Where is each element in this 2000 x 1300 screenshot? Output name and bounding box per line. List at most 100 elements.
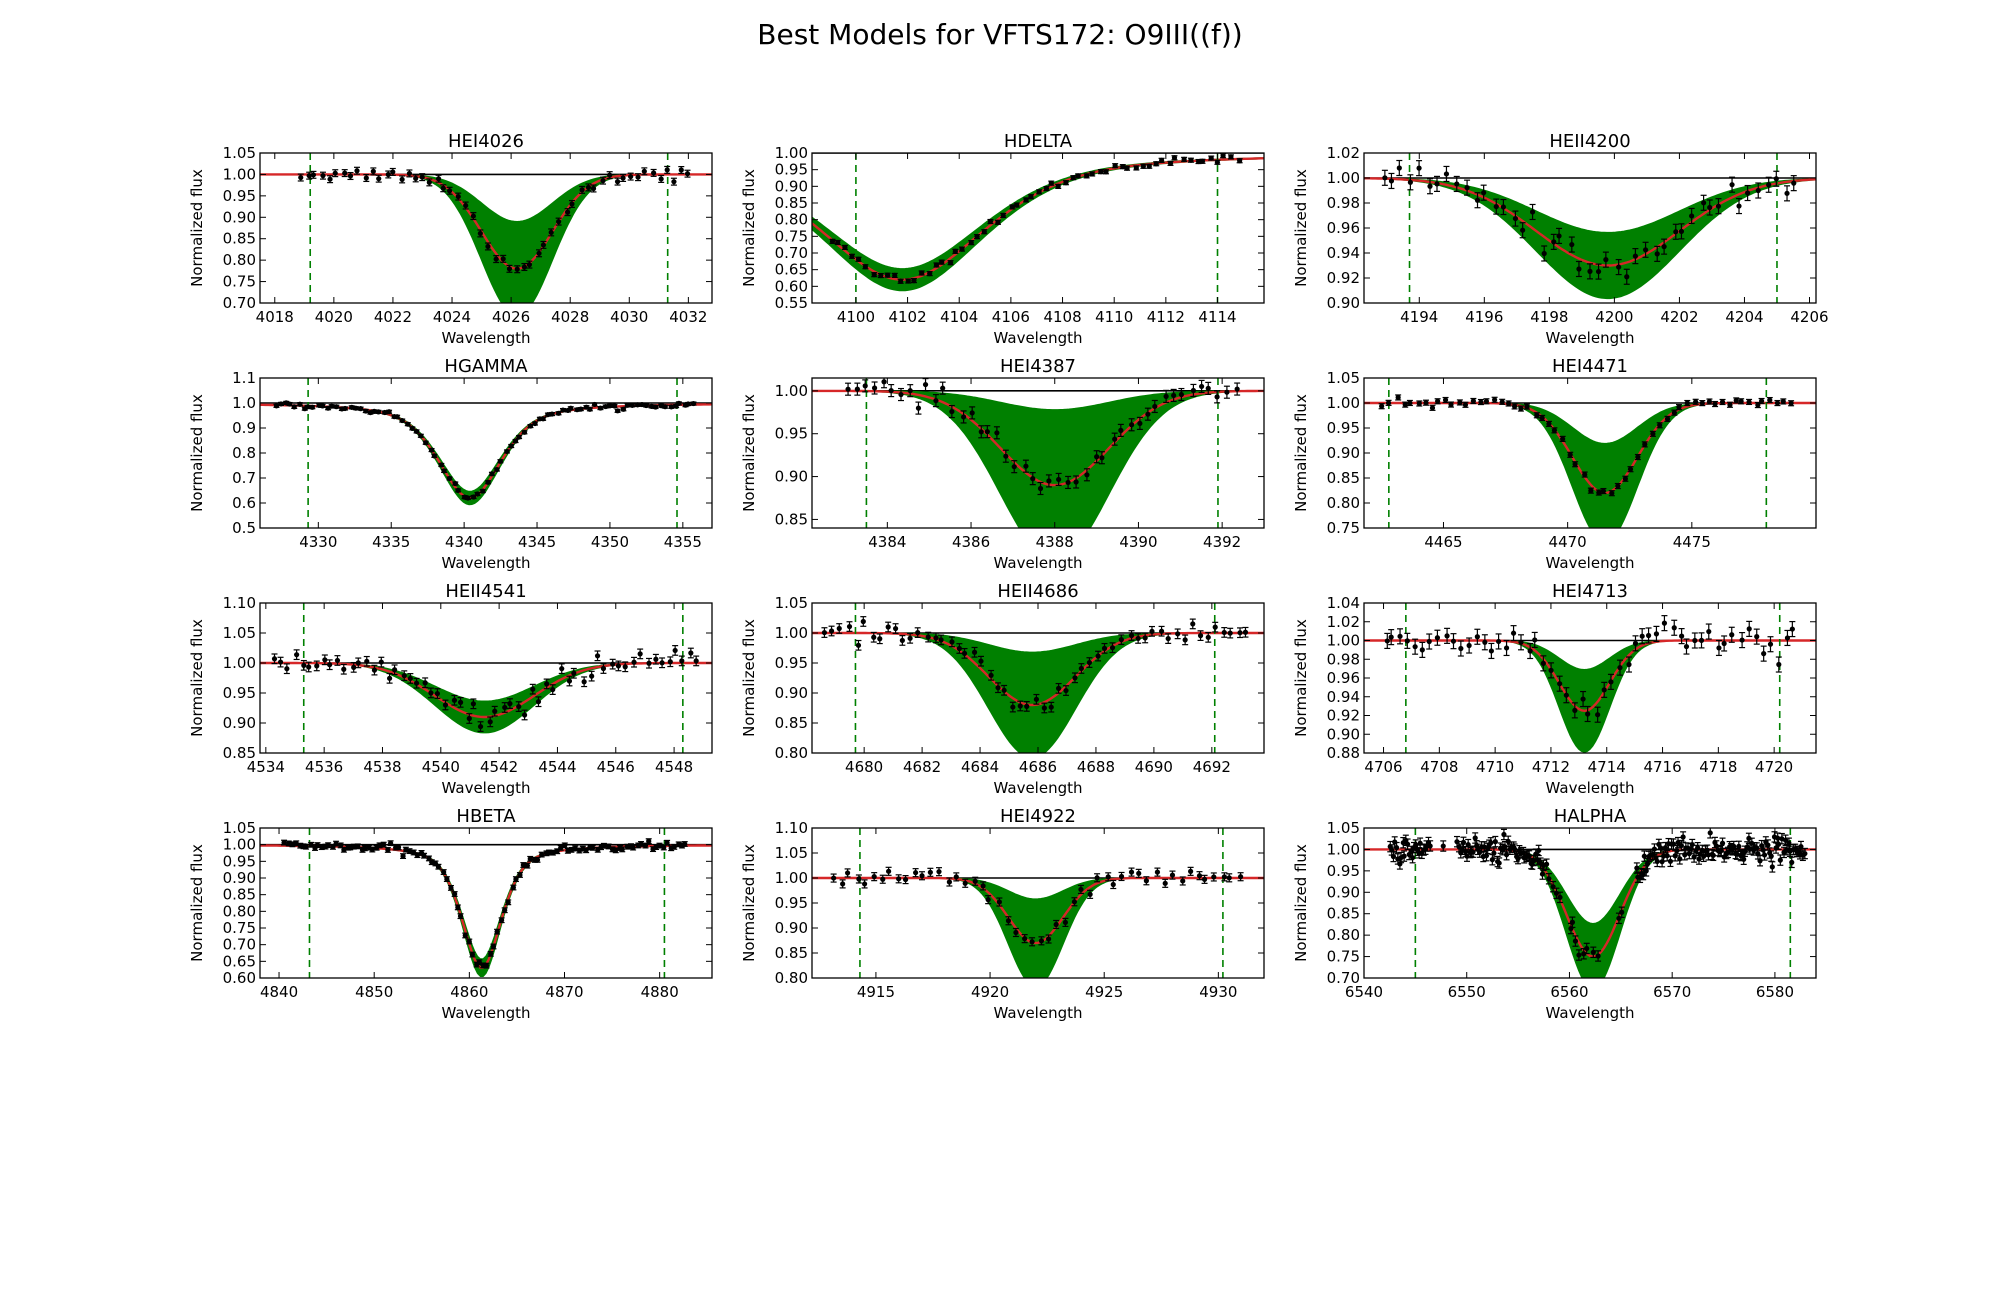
data-point bbox=[1010, 704, 1016, 710]
data-point bbox=[419, 174, 425, 180]
data-point bbox=[325, 842, 331, 848]
data-point bbox=[651, 170, 657, 176]
data-point bbox=[355, 843, 361, 849]
data-point bbox=[1560, 436, 1566, 442]
data-point bbox=[355, 660, 361, 666]
data-point bbox=[532, 420, 538, 427]
data-point bbox=[984, 429, 990, 435]
data-point bbox=[949, 408, 955, 415]
data-point bbox=[1563, 692, 1569, 698]
data-point bbox=[664, 840, 670, 846]
data-point bbox=[1518, 405, 1524, 412]
data-point bbox=[1154, 869, 1161, 875]
data-point bbox=[1746, 399, 1752, 405]
x-tick-label: 4718 bbox=[1699, 758, 1737, 776]
data-point bbox=[1011, 464, 1017, 470]
data-point bbox=[1000, 212, 1006, 219]
data-point bbox=[1727, 402, 1733, 408]
data-point bbox=[885, 624, 891, 630]
data-point bbox=[413, 680, 420, 686]
x-axis-label: Wavelength bbox=[1546, 1004, 1635, 1022]
data-point bbox=[1520, 227, 1526, 233]
y-tick-label: 0.60 bbox=[775, 277, 808, 295]
data-point bbox=[1619, 909, 1625, 915]
y-tick-label: 0.70 bbox=[775, 244, 808, 262]
data-point bbox=[309, 404, 315, 410]
data-point bbox=[1028, 194, 1034, 200]
x-tick-label: 4880 bbox=[641, 983, 679, 1001]
x-tick-label: 4475 bbox=[1673, 533, 1711, 551]
data-point bbox=[1474, 197, 1481, 203]
y-tick-label: 0.85 bbox=[223, 230, 256, 248]
data-point bbox=[1551, 239, 1557, 245]
x-tick-label: 4716 bbox=[1643, 758, 1681, 776]
data-point bbox=[1055, 183, 1061, 190]
data-point bbox=[880, 876, 886, 882]
data-point bbox=[1689, 841, 1695, 848]
data-point bbox=[842, 244, 848, 251]
data-point bbox=[878, 272, 884, 279]
data-point bbox=[516, 703, 522, 710]
data-point bbox=[1532, 637, 1538, 643]
x-axis-label: Wavelength bbox=[994, 1004, 1083, 1022]
data-point bbox=[946, 879, 952, 885]
data-point bbox=[846, 623, 853, 630]
data-point bbox=[474, 491, 481, 497]
y-axis-label: Normalized flux bbox=[1292, 394, 1310, 512]
y-tick-label: 0.96 bbox=[1327, 669, 1360, 687]
data-point bbox=[1472, 835, 1478, 841]
x-tick-label: 4196 bbox=[1465, 308, 1503, 326]
data-point bbox=[1078, 665, 1084, 672]
data-point bbox=[1608, 679, 1614, 685]
data-point bbox=[1084, 173, 1090, 179]
data-point bbox=[569, 201, 575, 207]
observed-data bbox=[297, 165, 691, 274]
data-point bbox=[1673, 229, 1679, 235]
data-point bbox=[871, 385, 878, 391]
y-tick-label: 1.05 bbox=[1327, 819, 1360, 837]
data-point bbox=[667, 659, 673, 665]
data-point bbox=[1023, 197, 1029, 203]
data-point bbox=[327, 176, 333, 182]
data-point bbox=[1180, 878, 1186, 884]
data-point bbox=[969, 410, 975, 416]
data-point bbox=[658, 403, 664, 409]
y-tick-label: 0.80 bbox=[223, 902, 256, 920]
data-point bbox=[1776, 661, 1782, 668]
x-tick-label: 4104 bbox=[940, 308, 978, 326]
plot-area bbox=[1364, 378, 1816, 528]
subplot-title: HEI4387 bbox=[1000, 356, 1076, 377]
data-point bbox=[888, 387, 894, 394]
x-tick-label: 4714 bbox=[1588, 758, 1626, 776]
data-point bbox=[1595, 268, 1602, 275]
data-point bbox=[1036, 189, 1042, 195]
y-tick-label: 0.75 bbox=[775, 227, 808, 245]
data-point bbox=[1001, 687, 1007, 693]
data-point bbox=[1201, 876, 1208, 882]
data-point bbox=[1071, 899, 1078, 905]
data-point bbox=[886, 868, 892, 874]
y-tick-label: 0.85 bbox=[223, 886, 256, 904]
data-point bbox=[614, 179, 621, 185]
data-point bbox=[1205, 634, 1211, 640]
data-point bbox=[534, 857, 541, 863]
data-point bbox=[1181, 156, 1187, 162]
data-point bbox=[597, 405, 604, 411]
data-point bbox=[571, 670, 577, 676]
data-point bbox=[1401, 853, 1407, 859]
subplot-title: HEI4471 bbox=[1552, 356, 1628, 377]
data-point bbox=[452, 480, 458, 487]
data-point bbox=[1462, 402, 1469, 408]
data-point bbox=[273, 403, 280, 409]
data-point bbox=[1789, 859, 1795, 865]
data-point bbox=[399, 176, 405, 183]
data-point bbox=[455, 193, 461, 200]
data-point bbox=[898, 391, 904, 398]
data-point bbox=[1503, 645, 1510, 651]
data-point bbox=[836, 625, 842, 632]
x-tick-label: 4345 bbox=[518, 533, 556, 551]
data-point bbox=[956, 645, 962, 652]
y-tick-label: 0.95 bbox=[775, 894, 808, 912]
data-point bbox=[656, 843, 663, 849]
